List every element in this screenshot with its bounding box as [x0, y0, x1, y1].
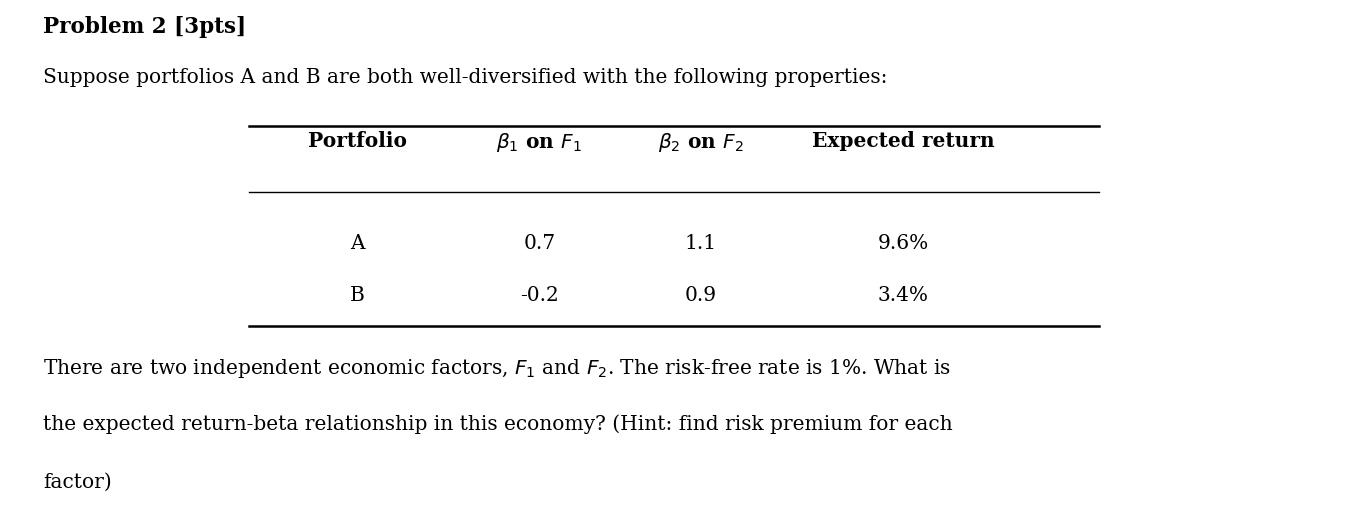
Text: 0.9: 0.9 — [685, 286, 717, 305]
Text: the expected return-beta relationship in this economy? (Hint: find risk premium : the expected return-beta relationship in… — [43, 415, 953, 434]
Text: Suppose portfolios A and B are both well-diversified with the following properti: Suppose portfolios A and B are both well… — [43, 68, 887, 87]
Text: Expected return: Expected return — [811, 131, 995, 151]
Text: B: B — [349, 286, 365, 305]
Text: Portfolio: Portfolio — [307, 131, 407, 151]
Text: -0.2: -0.2 — [520, 286, 558, 305]
Text: 0.7: 0.7 — [523, 234, 555, 253]
Text: factor): factor) — [43, 472, 112, 491]
Text: $\beta_1$ on $F_1$: $\beta_1$ on $F_1$ — [496, 131, 582, 154]
Text: Problem 2 [3pts]: Problem 2 [3pts] — [43, 16, 247, 38]
Text: There are two independent economic factors, $F_1$ and $F_2$. The risk-free rate : There are two independent economic facto… — [43, 357, 952, 380]
Text: 1.1: 1.1 — [685, 234, 717, 253]
Text: $\beta_2$ on $F_2$: $\beta_2$ on $F_2$ — [658, 131, 744, 154]
Text: 3.4%: 3.4% — [878, 286, 929, 305]
Text: 9.6%: 9.6% — [878, 234, 929, 253]
Text: A: A — [350, 234, 364, 253]
